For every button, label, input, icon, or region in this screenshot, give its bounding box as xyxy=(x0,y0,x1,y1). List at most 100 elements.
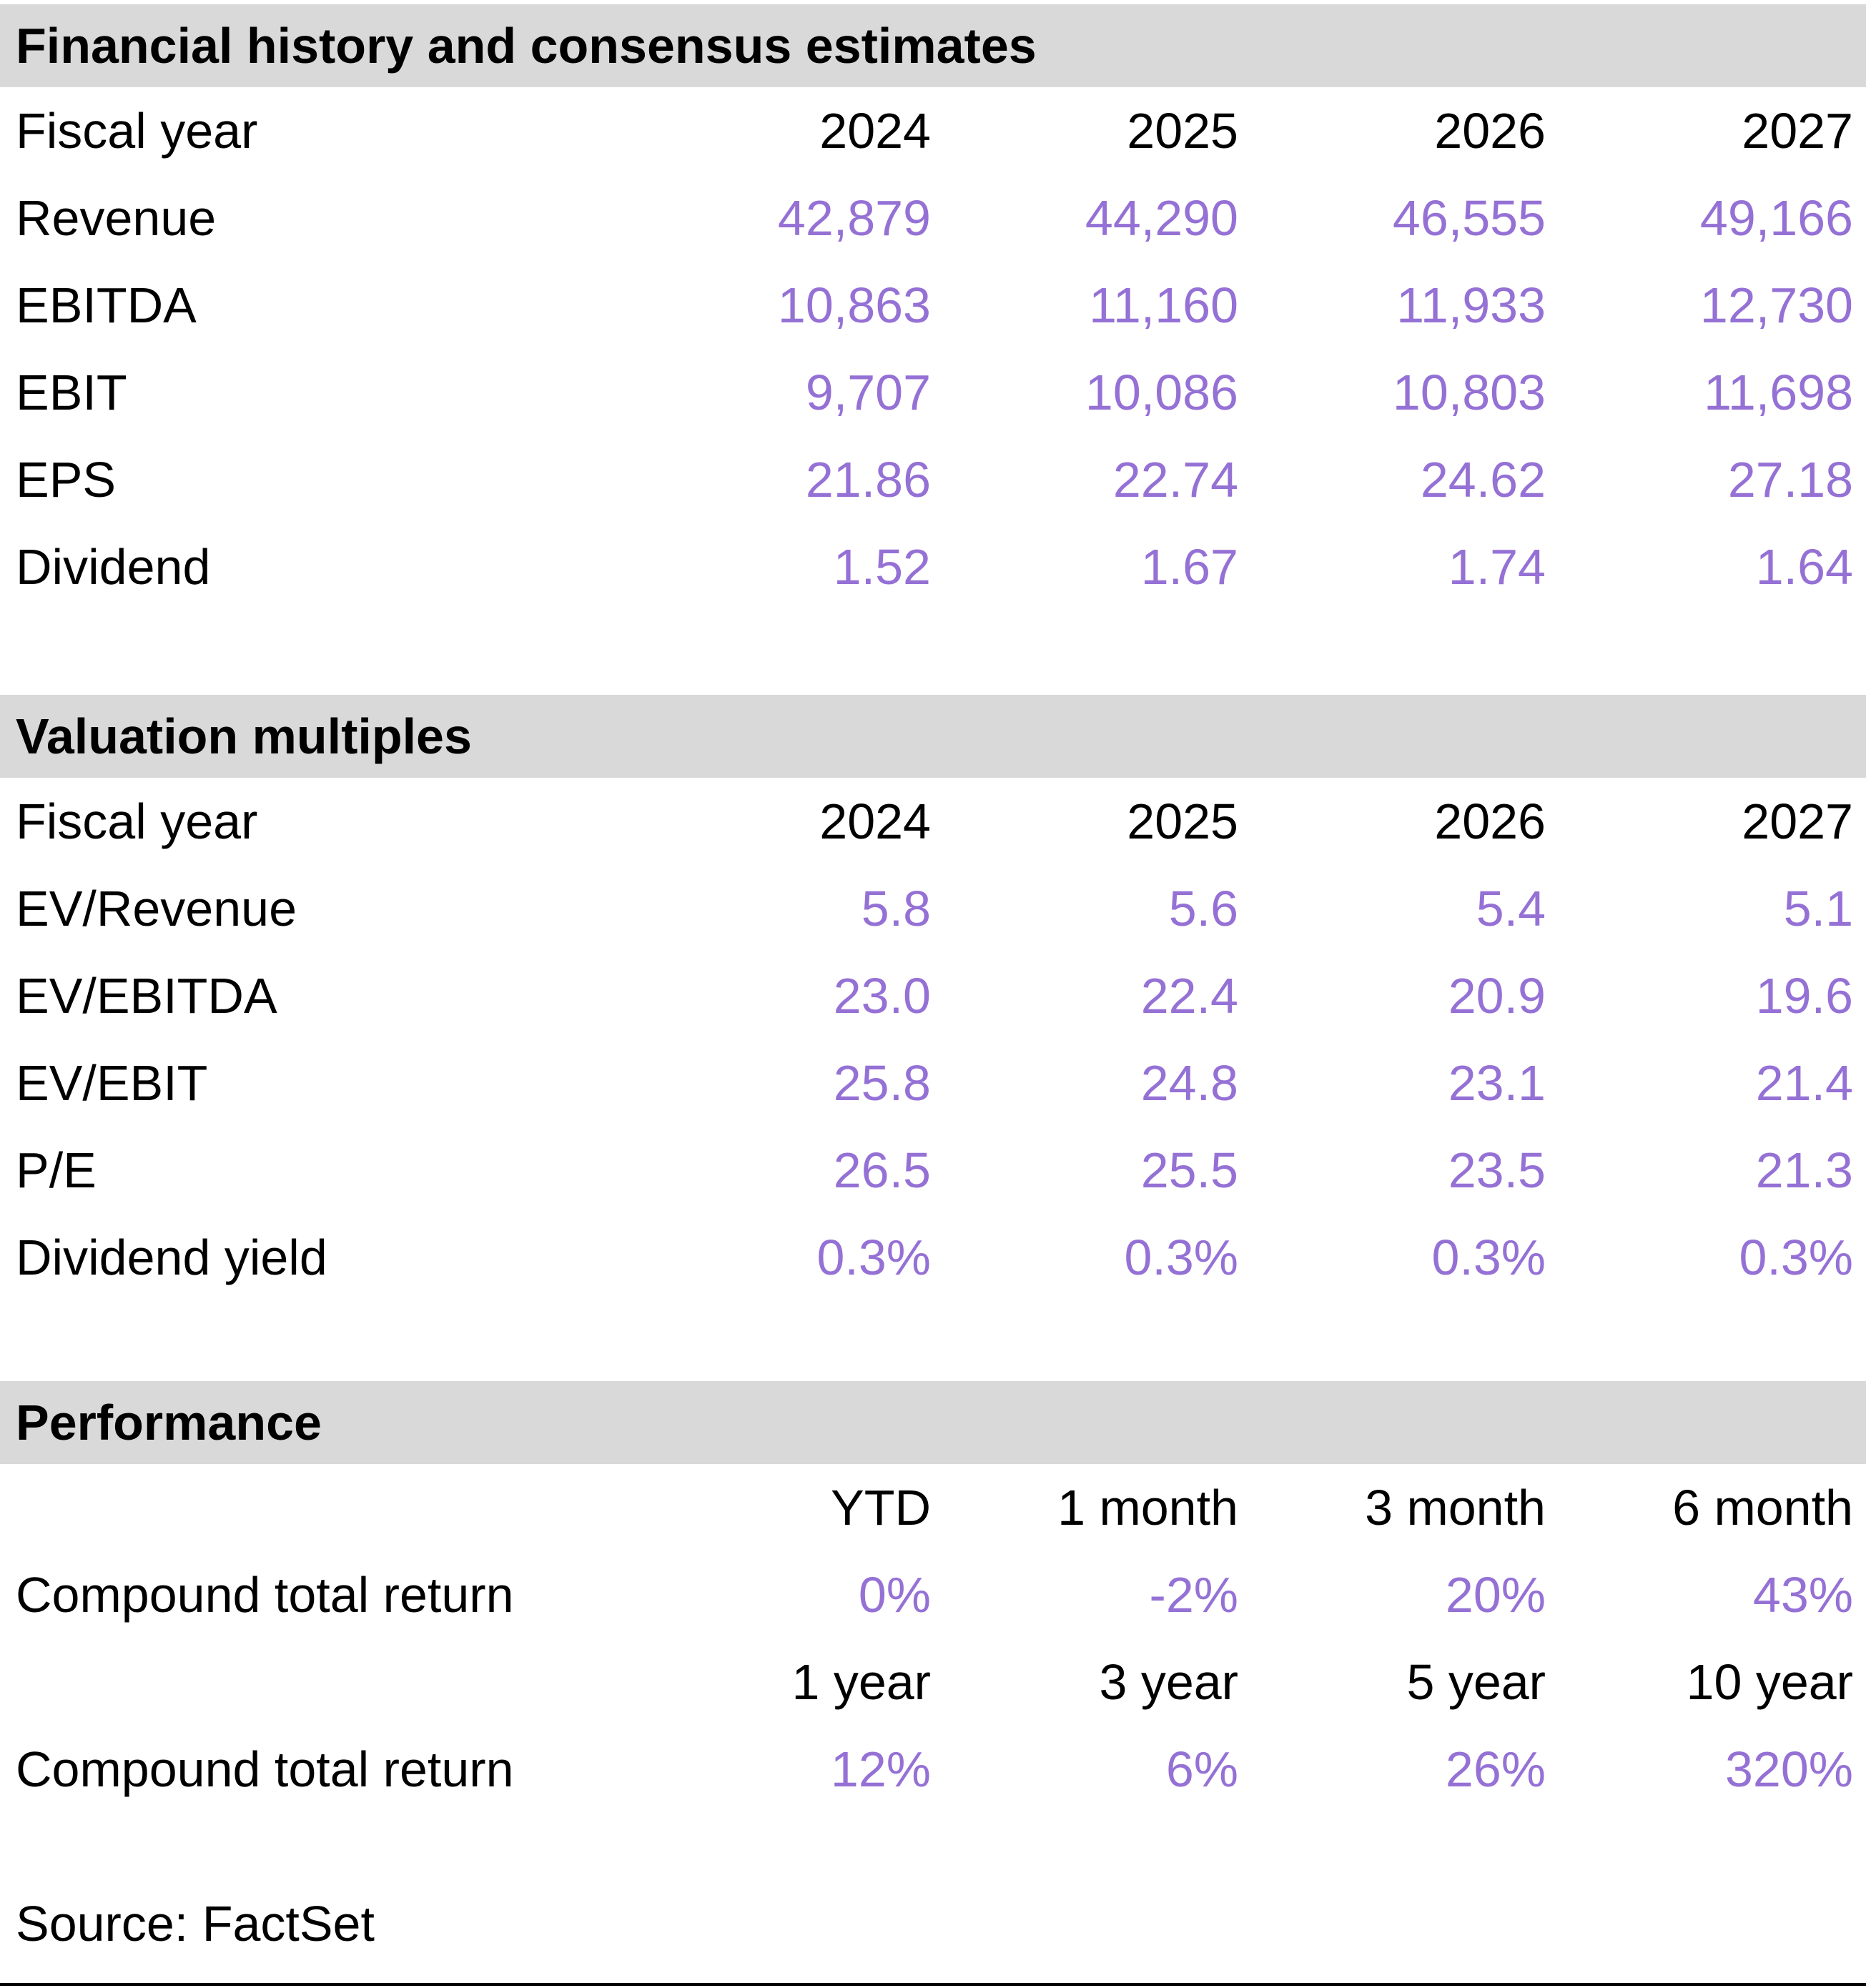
performance-table: YTD 1 month 3 month 6 month Compound tot… xyxy=(0,1464,1866,1813)
valuation-multiples-header-bar: Valuation multiples xyxy=(0,695,1866,778)
value-cell: 20% xyxy=(1445,1567,1546,1623)
period-column-header: 5 year xyxy=(1406,1654,1546,1710)
table-row-compound-total-return-long: Compound total return 12% 6% 26% 320% xyxy=(0,1726,1866,1813)
value-cell: 22.4 xyxy=(1140,968,1238,1024)
row-label: EV/EBIT xyxy=(16,1055,208,1111)
row-label: EV/Revenue xyxy=(16,881,297,936)
value-cell: 23.5 xyxy=(1448,1142,1546,1198)
table-row-compound-total-return-short: Compound total return 0% -2% 20% 43% xyxy=(0,1551,1866,1638)
value-cell: 5.8 xyxy=(861,881,931,936)
financial-history-header-bar: Financial history and consensus estimate… xyxy=(0,4,1866,87)
value-cell: 0% xyxy=(858,1567,931,1623)
row-label: EPS xyxy=(16,452,117,508)
value-cell: 12,730 xyxy=(1699,277,1853,333)
value-cell: 23.0 xyxy=(833,968,931,1024)
financial-history-title: Financial history and consensus estimate… xyxy=(16,18,1037,74)
row-label: EBIT xyxy=(16,365,127,420)
value-cell: 25.8 xyxy=(833,1055,931,1111)
table-row-ebitda: EBITDA 10,863 11,160 11,933 12,730 xyxy=(0,262,1866,349)
value-cell: 5.6 xyxy=(1168,881,1238,936)
value-cell: 11,160 xyxy=(1089,277,1238,333)
value-cell: 1.52 xyxy=(833,539,931,595)
value-cell: 26.5 xyxy=(833,1142,931,1198)
row-label: Revenue xyxy=(16,190,217,246)
value-cell: 43% xyxy=(1752,1567,1853,1623)
value-cell: 46,555 xyxy=(1392,190,1546,246)
value-cell: 44,290 xyxy=(1085,190,1238,246)
valuation-multiples-table: Fiscal year 2024 2025 2026 2027 EV/Reven… xyxy=(0,778,1866,1301)
period-column-header: 1 month xyxy=(1057,1480,1238,1535)
row-label: Compound total return xyxy=(16,1741,514,1797)
value-cell: 1.67 xyxy=(1140,539,1238,595)
value-cell: 24.62 xyxy=(1420,452,1546,508)
value-cell: 11,933 xyxy=(1396,277,1546,333)
value-cell: 27.18 xyxy=(1727,452,1853,508)
table-row-pe: P/E 26.5 25.5 23.5 21.3 xyxy=(0,1127,1866,1214)
value-cell: 42,879 xyxy=(777,190,931,246)
period-column-header: 3 month xyxy=(1365,1480,1546,1535)
fiscal-year-header-row: Fiscal year 2024 2025 2026 2027 xyxy=(0,87,1866,174)
value-cell: 0.3% xyxy=(1124,1230,1238,1285)
year-column-header: 2025 xyxy=(1127,103,1238,159)
value-cell: 25.5 xyxy=(1140,1142,1238,1198)
value-cell: 21.3 xyxy=(1755,1142,1853,1198)
performance-header-bar: Performance xyxy=(0,1381,1866,1464)
period-column-header: 10 year xyxy=(1686,1654,1853,1710)
table-row-dividend-yield: Dividend yield 0.3% 0.3% 0.3% 0.3% xyxy=(0,1214,1866,1301)
value-cell: 5.1 xyxy=(1783,881,1853,936)
value-cell: 0.3% xyxy=(1739,1230,1853,1285)
value-cell: 19.6 xyxy=(1755,968,1853,1024)
period-column-header: 1 year xyxy=(791,1654,931,1710)
year-column-header: 2027 xyxy=(1742,793,1853,849)
row-label: P/E xyxy=(16,1142,97,1198)
value-cell: 23.1 xyxy=(1448,1055,1546,1111)
year-column-header: 2026 xyxy=(1434,103,1546,159)
table-row-ebit: EBIT 9,707 10,086 10,803 11,698 xyxy=(0,349,1866,436)
table-row-revenue: Revenue 42,879 44,290 46,555 49,166 xyxy=(0,174,1866,262)
table-row-eps: EPS 21.86 22.74 24.62 27.18 xyxy=(0,436,1866,523)
table-row-ev-revenue: EV/Revenue 5.8 5.6 5.4 5.1 xyxy=(0,865,1866,952)
value-cell: 1.74 xyxy=(1448,539,1546,595)
row-label: EV/EBITDA xyxy=(16,968,277,1024)
value-cell: 9,707 xyxy=(805,365,931,420)
row-label: Dividend xyxy=(16,539,211,595)
performance-period-header-row: YTD 1 month 3 month 6 month xyxy=(0,1464,1866,1551)
value-cell: 10,863 xyxy=(777,277,931,333)
year-column-header: 2025 xyxy=(1127,793,1238,849)
value-cell: 24.8 xyxy=(1140,1055,1238,1111)
value-cell: -2% xyxy=(1149,1567,1238,1623)
value-cell: 0.3% xyxy=(1431,1230,1546,1285)
year-column-header: 2024 xyxy=(819,103,931,159)
value-cell: 20.9 xyxy=(1448,968,1546,1024)
year-column-header: 2027 xyxy=(1742,103,1853,159)
value-cell: 320% xyxy=(1724,1741,1853,1797)
fiscal-year-label: Fiscal year xyxy=(16,103,258,159)
value-cell: 49,166 xyxy=(1699,190,1853,246)
table-row-dividend: Dividend 1.52 1.67 1.74 1.64 xyxy=(0,523,1866,610)
value-cell: 6% xyxy=(1165,1741,1238,1797)
value-cell: 22.74 xyxy=(1112,452,1238,508)
value-cell: 11,698 xyxy=(1704,365,1853,420)
value-cell: 26% xyxy=(1445,1741,1546,1797)
fiscal-year-label: Fiscal year xyxy=(16,793,258,849)
table-row-ev-ebitda: EV/EBITDA 23.0 22.4 20.9 19.6 xyxy=(0,952,1866,1039)
valuation-multiples-title: Valuation multiples xyxy=(16,708,472,764)
performance-title: Performance xyxy=(16,1395,322,1450)
value-cell: 21.86 xyxy=(805,452,931,508)
value-cell: 5.4 xyxy=(1476,881,1546,936)
period-column-header: YTD xyxy=(831,1480,931,1535)
value-cell: 21.4 xyxy=(1755,1055,1853,1111)
period-column-header: 6 month xyxy=(1672,1480,1853,1535)
value-cell: 1.64 xyxy=(1755,539,1853,595)
source-attribution: Source: FactSet xyxy=(16,1896,375,1952)
value-cell: 10,803 xyxy=(1392,365,1546,420)
value-cell: 0.3% xyxy=(816,1230,931,1285)
value-cell: 10,086 xyxy=(1085,365,1238,420)
period-column-header: 3 year xyxy=(1099,1654,1238,1710)
financial-history-table: Fiscal year 2024 2025 2026 2027 Revenue … xyxy=(0,87,1866,610)
value-cell: 12% xyxy=(830,1741,931,1797)
row-label: EBITDA xyxy=(16,277,197,333)
performance-period-header-row: 1 year 3 year 5 year 10 year xyxy=(0,1638,1866,1726)
year-column-header: 2026 xyxy=(1434,793,1546,849)
fiscal-year-header-row: Fiscal year 2024 2025 2026 2027 xyxy=(0,778,1866,865)
